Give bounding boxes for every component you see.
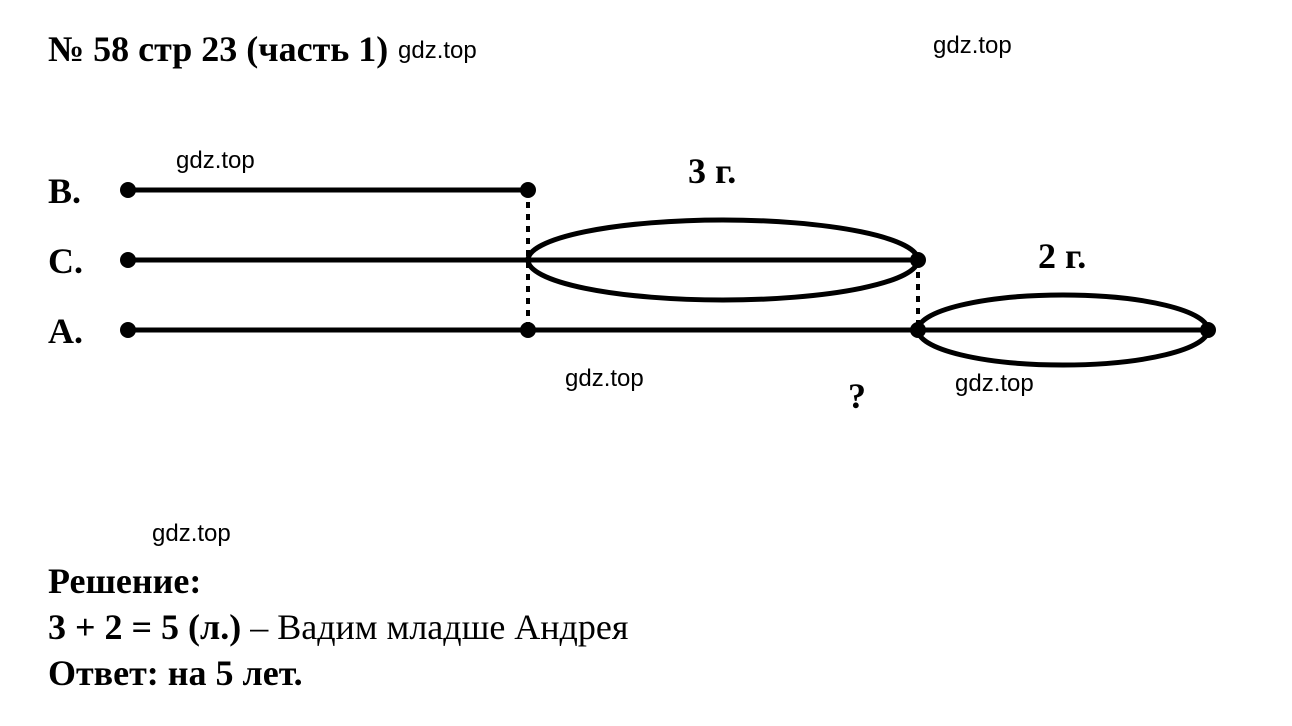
label-3g: 3 г.	[688, 150, 736, 192]
watermark-1: gdz.top	[398, 37, 477, 65]
dot-a-start	[120, 322, 136, 338]
dot-c-start	[120, 252, 136, 268]
label-2g: 2 г.	[1038, 235, 1086, 277]
problem-title: № 58 стр 23 (часть 1)	[48, 28, 388, 70]
watermark-2: gdz.top	[933, 32, 1012, 60]
solution-block: Решение: 3 + 2 = 5 (л.) – Вадим младше А…	[48, 560, 628, 694]
answer-line: Ответ: на 5 лет.	[48, 652, 628, 694]
diagram-svg	[48, 130, 1248, 450]
solution-equation: 3 + 2 = 5 (л.) – Вадим младше Андрея	[48, 606, 628, 648]
dot-b-start	[120, 182, 136, 198]
solution-title: Решение:	[48, 560, 628, 602]
segment-diagram: В. С. А. 3 г. 2 г. ?	[48, 130, 1248, 450]
equation-bold: 3 + 2 = 5 (л.)	[48, 607, 241, 647]
question-mark: ?	[848, 375, 866, 417]
equation-text: – Вадим младше Андрея	[241, 607, 628, 647]
watermark-6: gdz.top	[152, 520, 231, 548]
